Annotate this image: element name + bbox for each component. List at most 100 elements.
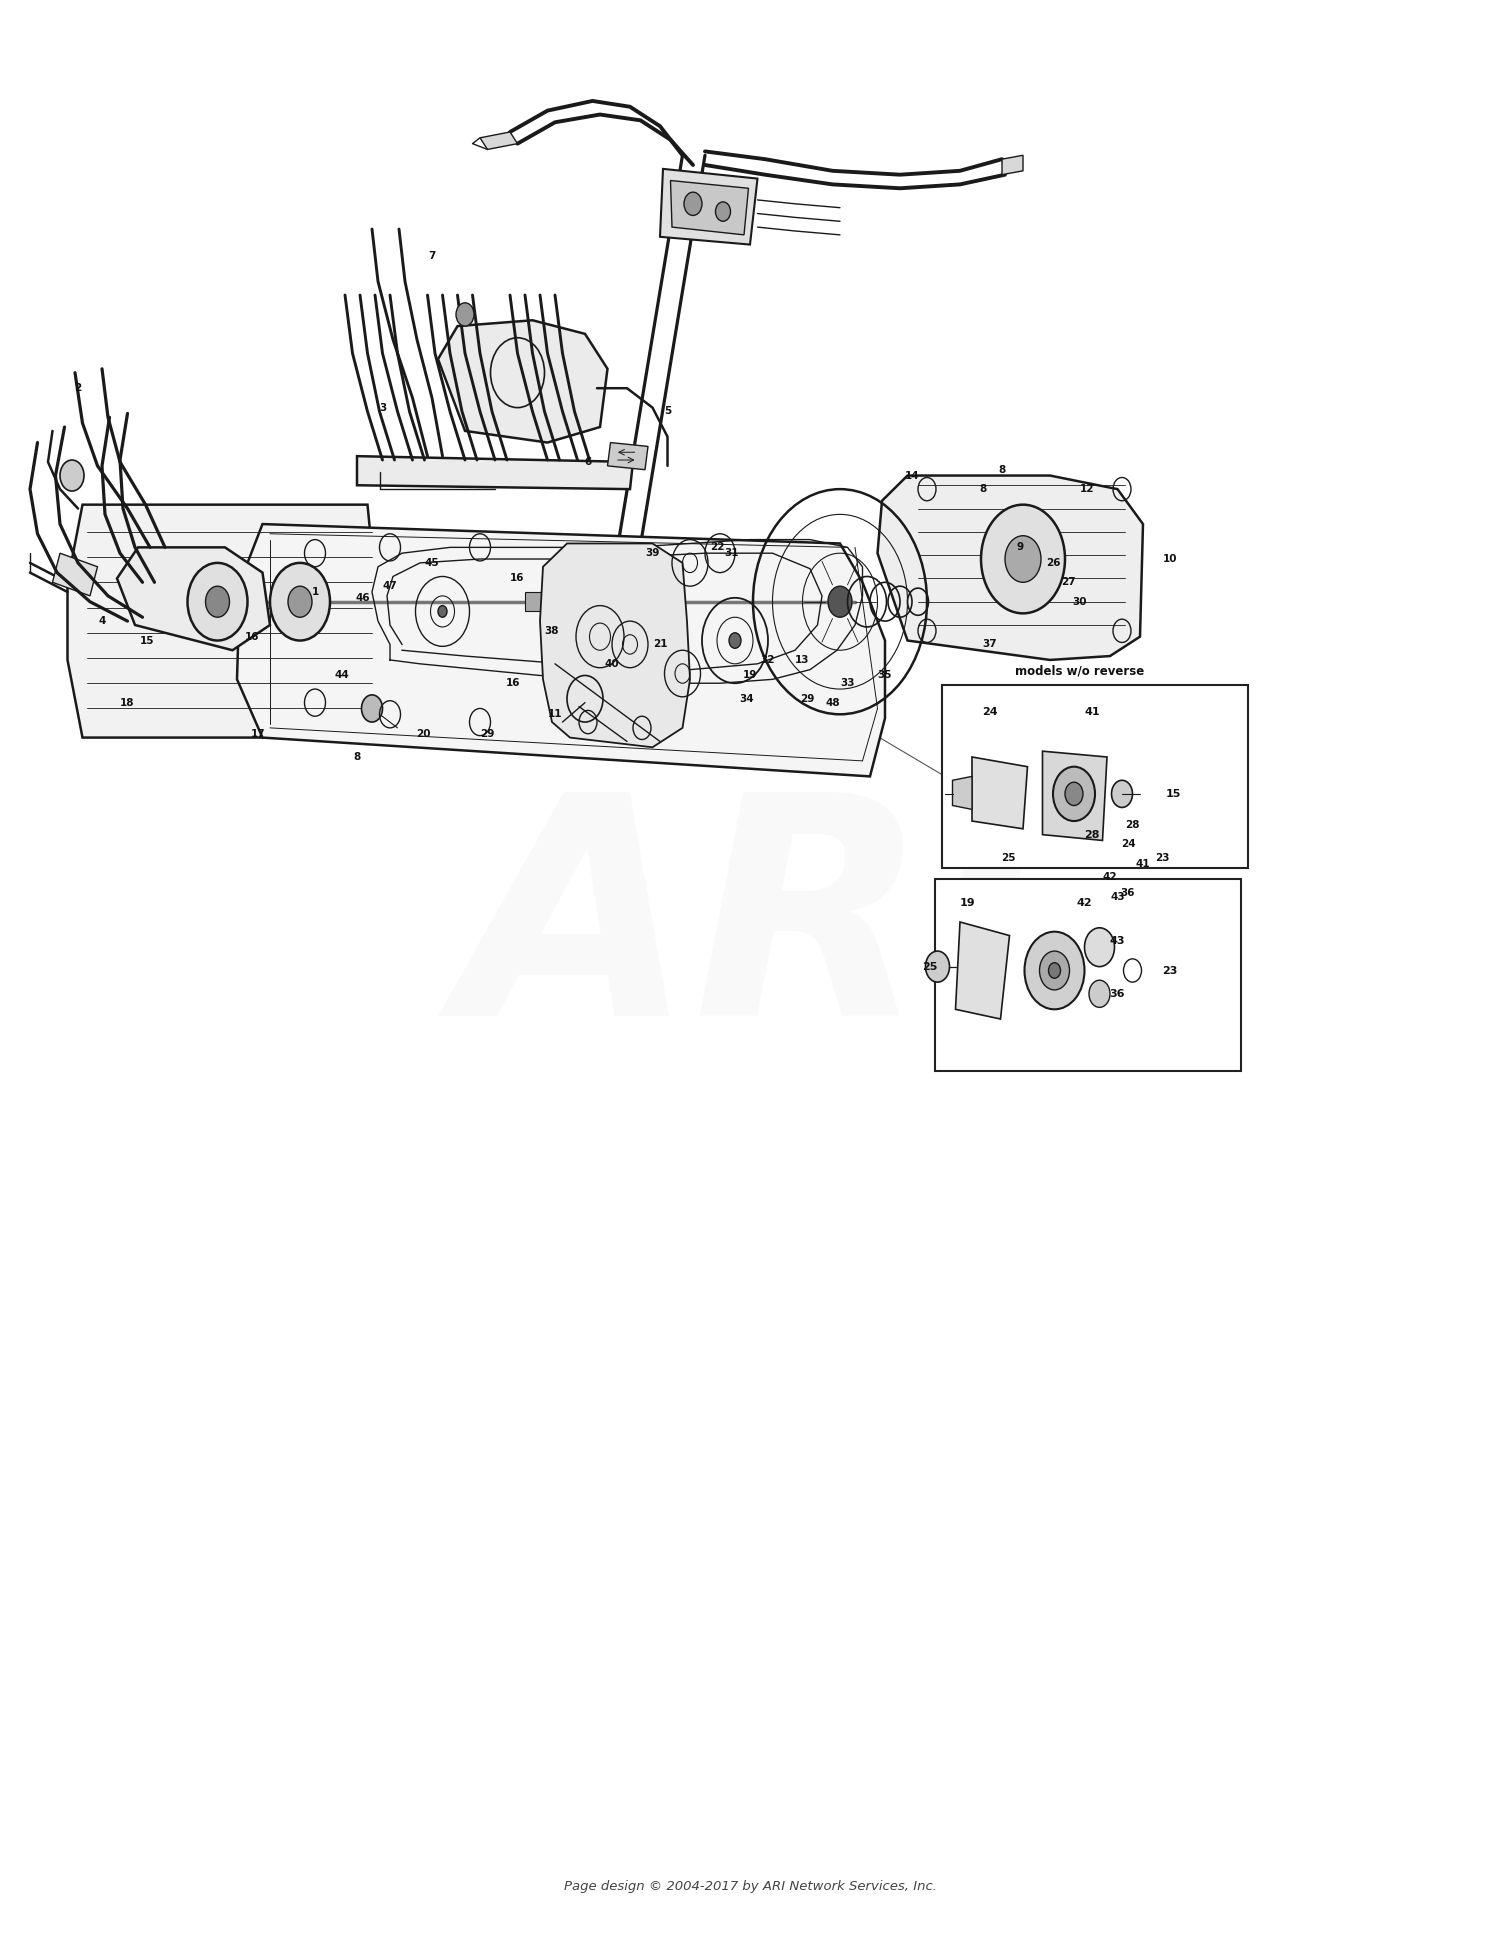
Text: 21: 21 [652,639,668,650]
Polygon shape [878,476,1143,660]
Text: 14: 14 [904,470,920,481]
Polygon shape [1042,751,1107,840]
Circle shape [729,633,741,648]
Circle shape [270,563,330,641]
Text: models w/o reverse: models w/o reverse [1016,664,1144,677]
Text: 13: 13 [795,654,810,666]
Text: 9: 9 [1017,542,1023,553]
Text: 3: 3 [380,402,386,413]
Text: 30: 30 [1072,596,1088,608]
Text: 16: 16 [506,677,520,689]
Text: 28: 28 [1084,829,1100,840]
Circle shape [1089,980,1110,1007]
Text: 32: 32 [760,654,776,666]
Text: 8: 8 [980,483,986,495]
Circle shape [362,695,382,722]
Text: 12: 12 [1080,483,1095,495]
Polygon shape [952,776,972,809]
FancyBboxPatch shape [942,685,1248,868]
Polygon shape [660,169,758,245]
Polygon shape [480,132,518,149]
Text: 10: 10 [1162,553,1178,565]
FancyBboxPatch shape [934,879,1240,1071]
Text: 42: 42 [1102,872,1118,883]
Circle shape [981,505,1065,613]
Text: 19: 19 [742,670,758,681]
Text: 22: 22 [710,542,724,553]
Text: 17: 17 [251,728,266,740]
Circle shape [828,586,852,617]
Text: 35: 35 [878,670,892,681]
Text: 28: 28 [1125,819,1140,831]
Circle shape [1048,963,1060,978]
Text: 11: 11 [548,708,562,720]
Text: 41: 41 [1084,707,1100,718]
Text: 24: 24 [982,707,998,718]
Text: 37: 37 [982,639,998,650]
Polygon shape [438,320,608,443]
Text: 38: 38 [544,625,560,637]
Text: 42: 42 [1077,897,1092,908]
Text: 5: 5 [664,406,670,417]
Circle shape [1024,932,1084,1009]
Text: 16: 16 [510,573,525,584]
Text: 33: 33 [840,677,855,689]
Text: 34: 34 [740,693,754,705]
Text: 19: 19 [960,897,975,908]
Text: 44: 44 [334,670,350,681]
Polygon shape [670,181,748,235]
Circle shape [60,460,84,491]
Text: 36: 36 [1120,887,1136,899]
Text: 29: 29 [480,728,495,740]
Text: Page design © 2004-2017 by ARI Network Services, Inc.: Page design © 2004-2017 by ARI Network S… [564,1881,936,1892]
Polygon shape [357,456,633,489]
Polygon shape [1002,155,1023,175]
Text: 6: 6 [585,456,591,468]
Text: 39: 39 [645,547,660,559]
Text: 8: 8 [354,751,360,763]
Circle shape [1040,951,1070,990]
Text: 23: 23 [1155,852,1170,864]
Text: 8: 8 [999,464,1005,476]
Text: ARI: ARI [458,782,1042,1081]
Circle shape [206,586,230,617]
Circle shape [456,303,474,326]
Text: 29: 29 [800,693,814,705]
Polygon shape [608,443,648,470]
Text: 15: 15 [140,635,154,646]
Text: 26: 26 [1046,557,1060,569]
Circle shape [684,192,702,215]
Text: 20: 20 [416,728,430,740]
Text: 43: 43 [1110,891,1125,903]
Polygon shape [117,547,270,650]
Text: 1: 1 [312,586,318,598]
Polygon shape [68,505,390,738]
Text: 36: 36 [1110,988,1125,1000]
Circle shape [438,606,447,617]
Text: 24: 24 [1120,839,1136,850]
Circle shape [188,563,248,641]
Text: 15: 15 [1166,788,1180,800]
Circle shape [1005,536,1041,582]
Polygon shape [972,757,1028,829]
Circle shape [1112,780,1132,807]
Circle shape [926,951,950,982]
Polygon shape [540,543,690,747]
Text: 48: 48 [825,697,840,708]
Text: 31: 31 [724,547,740,559]
Text: 25: 25 [1000,852,1016,864]
Bar [525,592,675,611]
Text: 46: 46 [356,592,370,604]
Circle shape [1084,928,1114,967]
Text: 27: 27 [1060,576,1076,588]
Text: 47: 47 [382,580,398,592]
Circle shape [716,202,730,221]
Text: 40: 40 [604,658,619,670]
Text: 2: 2 [75,382,81,394]
Polygon shape [237,524,885,776]
Text: 43: 43 [1110,936,1125,947]
Text: 16: 16 [244,631,260,642]
Polygon shape [956,922,1010,1019]
Circle shape [288,586,312,617]
Text: 7: 7 [429,250,435,262]
